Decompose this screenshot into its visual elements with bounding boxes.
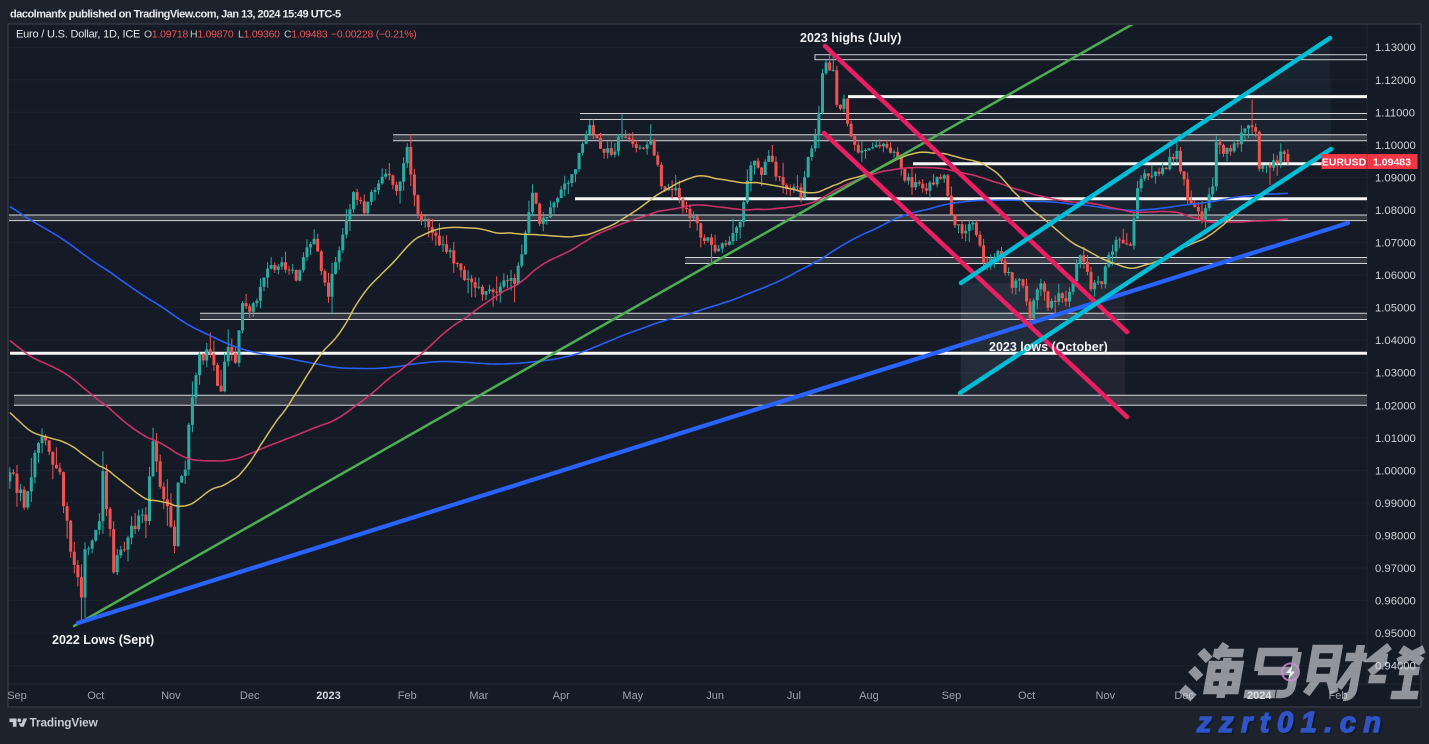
svg-text:0.95000: 0.95000 [1375, 628, 1416, 640]
svg-text:Feb: Feb [398, 690, 417, 702]
svg-text:1.03000: 1.03000 [1375, 368, 1416, 380]
svg-text:1.10000: 1.10000 [1375, 140, 1416, 152]
svg-text:2023 lows (October): 2023 lows (October) [989, 340, 1108, 354]
svg-text:O1.09718: O1.09718 [144, 30, 188, 41]
svg-text:zzrt01.cn: zzrt01.cn [1196, 707, 1389, 739]
svg-text:−0.00228 (−0.21%): −0.00228 (−0.21%) [331, 30, 417, 41]
svg-text:Oct: Oct [87, 690, 104, 702]
svg-text:1.01000: 1.01000 [1375, 433, 1416, 445]
svg-text:1.08000: 1.08000 [1375, 205, 1416, 217]
svg-text:May: May [622, 690, 643, 702]
svg-text:1.04000: 1.04000 [1375, 335, 1416, 347]
svg-text:1.02000: 1.02000 [1375, 400, 1416, 412]
svg-text:0.98000: 0.98000 [1375, 531, 1416, 543]
svg-text:Oct: Oct [1018, 690, 1035, 702]
svg-text:C1.09483: C1.09483 [284, 30, 328, 41]
svg-text:1.06000: 1.06000 [1375, 270, 1416, 282]
svg-text:Sep: Sep [942, 690, 962, 702]
svg-text:1.00000: 1.00000 [1375, 465, 1416, 477]
svg-text:Jun: Jun [706, 690, 724, 702]
svg-text:1.07000: 1.07000 [1375, 238, 1416, 250]
svg-text:L1.09360: L1.09360 [238, 30, 280, 41]
svg-text:Aug: Aug [859, 690, 879, 702]
svg-text:1.11000: 1.11000 [1375, 107, 1415, 119]
svg-text:dacolmanfx published on Tradin: dacolmanfx published on TradingView.com,… [10, 9, 341, 21]
svg-text:2022 Lows (Sept): 2022 Lows (Sept) [52, 633, 154, 647]
svg-text:Dec: Dec [240, 690, 260, 702]
svg-text:2023 highs (July): 2023 highs (July) [800, 31, 901, 45]
svg-text:H1.09870: H1.09870 [190, 30, 234, 41]
svg-text:2023: 2023 [316, 690, 340, 702]
svg-text:TradingView: TradingView [30, 716, 99, 730]
svg-text:1.12000: 1.12000 [1375, 75, 1416, 87]
svg-text:0.97000: 0.97000 [1375, 563, 1416, 575]
svg-text:Apr: Apr [553, 690, 570, 702]
svg-text:0.99000: 0.99000 [1375, 498, 1416, 510]
svg-text:1.09000: 1.09000 [1375, 172, 1416, 184]
svg-text:Nov: Nov [161, 690, 181, 702]
svg-text:1.13000: 1.13000 [1375, 42, 1416, 54]
svg-text:EURUSD: EURUSD [1322, 157, 1367, 169]
svg-text:0.96000: 0.96000 [1375, 596, 1416, 608]
svg-text:1.05000: 1.05000 [1375, 303, 1416, 315]
svg-text:Nov: Nov [1096, 690, 1116, 702]
svg-text:Jul: Jul [787, 690, 801, 702]
svg-text:Euro / U.S. Dollar, 1D, ICE: Euro / U.S. Dollar, 1D, ICE [16, 29, 140, 41]
svg-text:Mar: Mar [469, 690, 488, 702]
svg-text:1.09483: 1.09483 [1373, 157, 1411, 169]
svg-text:Sep: Sep [7, 690, 27, 702]
svg-text:zzrt01.cn: zzrt01.cn [1199, 709, 1392, 739]
